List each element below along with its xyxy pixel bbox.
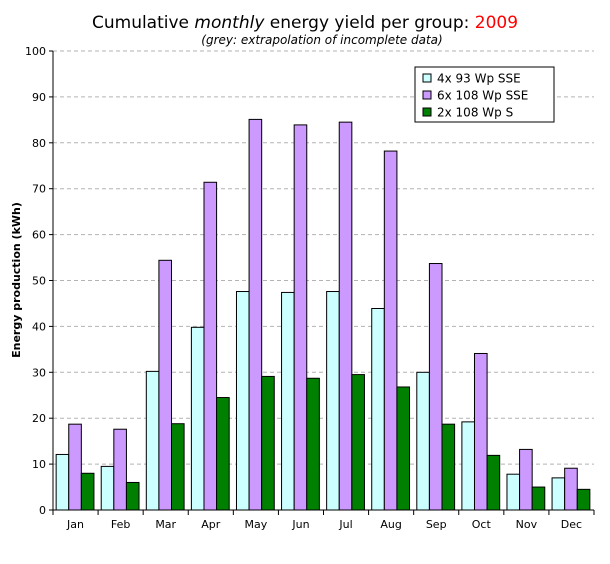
bar: [55, 453, 70, 511]
bar: [261, 375, 275, 511]
legend-swatch: [422, 90, 432, 100]
x-tick-label: Jun: [291, 518, 309, 531]
bar: [551, 477, 566, 511]
bar: [473, 352, 488, 511]
bar: [113, 428, 127, 511]
legend-label: 2x 108 Wp S: [437, 106, 513, 120]
bar: [100, 465, 115, 511]
legend-label: 6x 108 Wp SSE: [437, 89, 528, 103]
axes: 0 10 20 30 40 50 60 70 80 90 100 Jan Feb Mar Apr May Jun…: [25, 45, 595, 531]
y-tick-label: 70: [32, 183, 46, 196]
bar: [486, 454, 501, 511]
bars: [55, 118, 591, 511]
bar: [190, 326, 205, 511]
bar: [326, 291, 340, 511]
bar: [519, 448, 533, 511]
bar: [171, 423, 185, 511]
bar: [441, 423, 456, 511]
bar: [416, 371, 430, 511]
y-tick-label: 30: [32, 366, 46, 379]
gridlines: [53, 50, 594, 465]
x-tick-label: Feb: [111, 518, 130, 531]
legend-box: [414, 66, 555, 123]
title-year: 2009: [475, 13, 518, 33]
bar: [306, 377, 320, 511]
y-tick-label: 20: [32, 412, 46, 425]
bar: [80, 472, 95, 511]
bar: [216, 397, 230, 511]
chart-title: Cumulative monthly energy yield per grou…: [92, 13, 518, 33]
bar: [396, 386, 411, 511]
y-tick-label: 60: [32, 229, 46, 242]
y-tick-label: 50: [32, 275, 46, 288]
y-tick-label: 100: [25, 45, 46, 58]
bar: [235, 291, 250, 511]
x-tick-label: Mar: [155, 518, 176, 531]
x-tick-label: Dec: [561, 518, 582, 531]
bar: [125, 481, 140, 511]
bar: [506, 473, 521, 511]
bar: [383, 150, 398, 511]
bar: [203, 181, 218, 511]
legend-swatch: [422, 73, 432, 83]
x-tick-label: Jan: [66, 518, 84, 531]
bar: [531, 486, 546, 511]
x-tick-label: Aug: [380, 518, 401, 531]
x-tick-label: Jul: [338, 518, 352, 531]
bar: [428, 263, 443, 511]
bar: [576, 488, 591, 511]
y-tick-label: 10: [32, 458, 46, 471]
y-tick-label: 80: [32, 137, 46, 150]
bar: [371, 307, 385, 511]
legend-swatch: [422, 107, 432, 117]
x-tick-label: Sep: [426, 518, 447, 531]
x-tick-label: Nov: [516, 518, 538, 531]
y-tick-label: 40: [32, 320, 46, 333]
x-tick-label: Oct: [472, 518, 492, 531]
chart-subtitle: (grey: extrapolation of incomplete data): [201, 33, 442, 47]
bar: [293, 124, 308, 511]
bar: [68, 423, 82, 511]
x-tick-label: Apr: [201, 518, 221, 531]
legend-label: 4x 93 Wp SSE: [437, 72, 521, 86]
bar: [351, 374, 365, 511]
x-tick-label: May: [245, 518, 268, 531]
legend: 4x 93 Wp SSE 6x 108 Wp SSE 2x 108 Wp S: [414, 66, 555, 123]
bar: [281, 291, 295, 511]
y-axis-label: Energy production (kWh): [10, 202, 23, 358]
y-tick-label: 90: [32, 91, 46, 104]
bar: [461, 421, 475, 511]
y-tick-label: 0: [39, 504, 46, 517]
bar: [248, 118, 263, 511]
bar: [338, 121, 353, 511]
bar: [564, 467, 578, 511]
bar: [158, 259, 173, 511]
bar: [145, 370, 160, 511]
